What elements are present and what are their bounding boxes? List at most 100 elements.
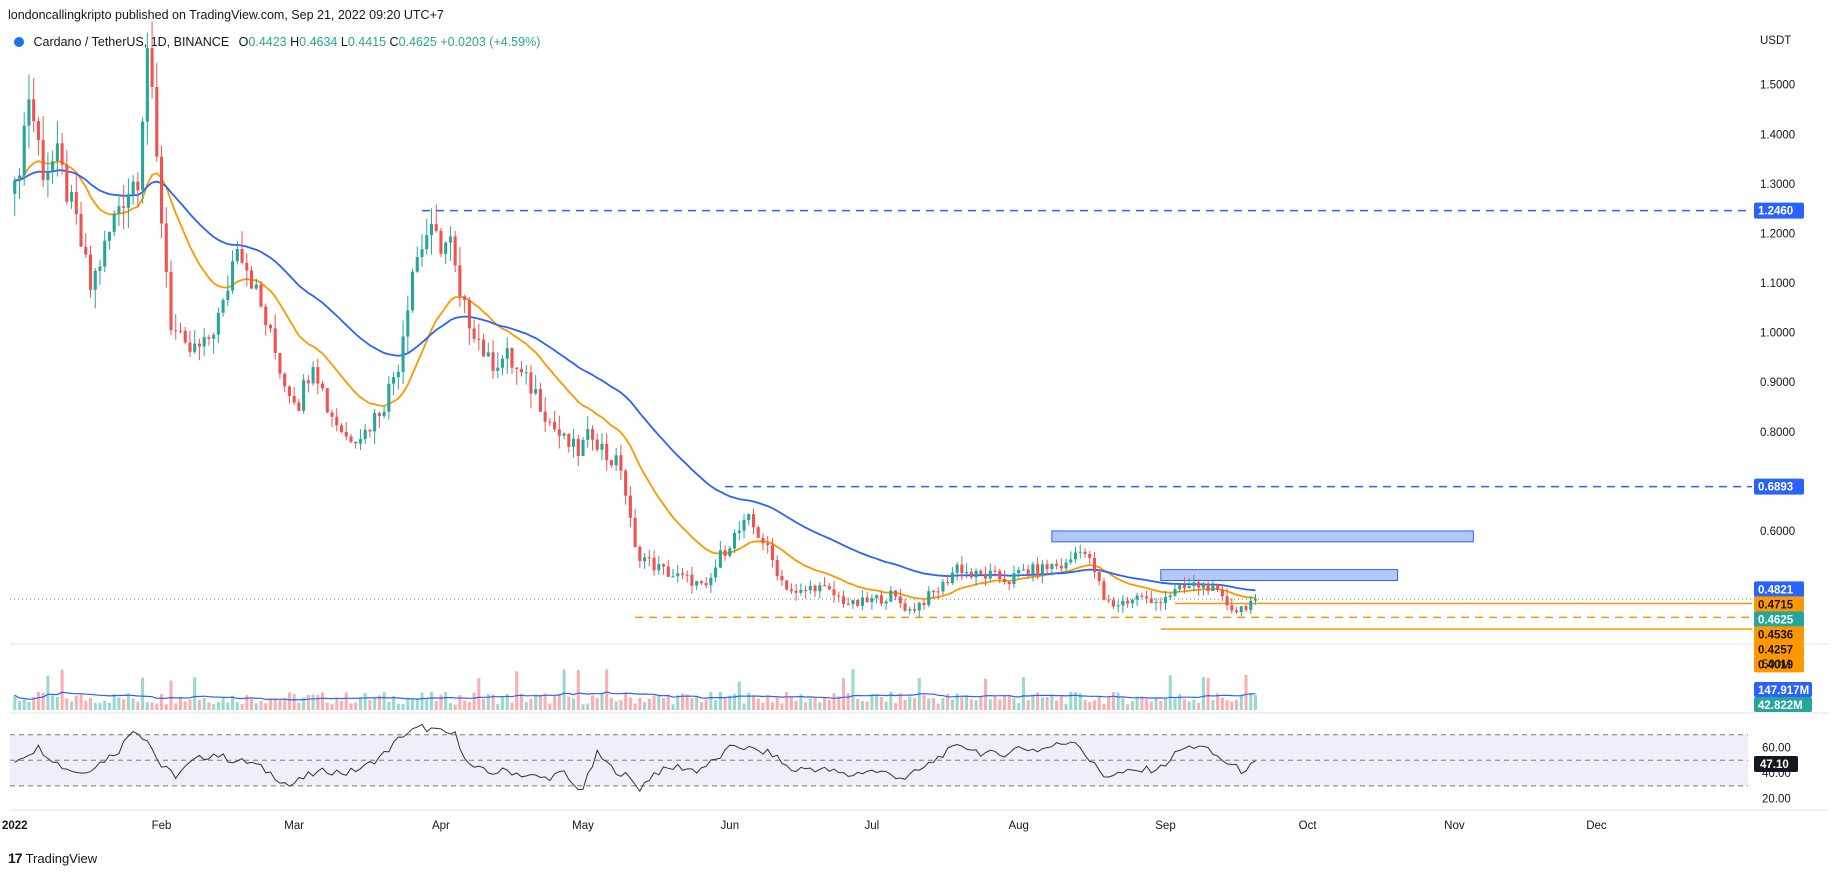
volume-bar: [870, 694, 874, 710]
candle-body: [865, 597, 869, 602]
candle-body: [979, 570, 983, 574]
volume-bar: [254, 703, 258, 710]
candle-body: [297, 402, 301, 411]
volume-bar: [188, 699, 192, 710]
volume-bar: [894, 703, 898, 710]
volume-bar: [164, 704, 168, 710]
candle-body: [463, 296, 467, 301]
volume-bar: [477, 678, 481, 710]
close-label: C: [389, 35, 399, 49]
volume-bar: [671, 704, 675, 710]
candle-body: [1135, 595, 1139, 600]
candle-body: [860, 597, 864, 606]
volume-bar: [609, 697, 613, 710]
candle-body: [141, 121, 145, 191]
volume-bar: [747, 692, 751, 710]
candle-body: [160, 156, 164, 224]
candle-body: [183, 330, 187, 343]
volume-bar: [619, 700, 623, 710]
candle-body: [1220, 589, 1224, 597]
volume-bar: [1097, 696, 1101, 710]
candle-body: [107, 231, 111, 241]
open-label: O: [238, 35, 249, 49]
volume-bar: [406, 698, 410, 710]
candle-body: [354, 441, 358, 444]
candle-body: [415, 257, 419, 272]
candle-body: [212, 334, 216, 339]
candle-body: [93, 270, 97, 290]
candle-body: [766, 543, 770, 546]
volume-bar: [581, 704, 585, 710]
candle-body: [671, 576, 675, 578]
candle-body: [572, 438, 576, 447]
candle-body: [1078, 551, 1082, 553]
price-tag-label: 0.4019: [1758, 659, 1793, 671]
candle-body: [46, 171, 50, 181]
candle-body: [576, 438, 580, 456]
candle-body: [557, 429, 561, 436]
candle-body: [17, 175, 22, 181]
candle-body: [240, 248, 244, 263]
candle-body: [283, 373, 287, 387]
x-tick-label: Apr: [432, 820, 450, 832]
volume-bar: [633, 703, 637, 710]
volume-bar: [458, 695, 462, 710]
candle-body: [1178, 585, 1182, 590]
symbol-name[interactable]: Cardano / TetherUS, 1D, BINANCE: [33, 35, 230, 49]
volume-bar: [264, 703, 268, 710]
candle-body: [439, 230, 443, 254]
volume-bar: [766, 696, 770, 710]
volume-bar: [799, 694, 803, 710]
candle-body: [1154, 602, 1158, 604]
candle-body: [600, 443, 604, 450]
candle-body: [1206, 583, 1210, 592]
candle-body: [491, 352, 495, 371]
candle-body: [136, 181, 140, 191]
volume-bar: [695, 696, 699, 710]
candle-body: [32, 99, 36, 122]
candle-body: [799, 590, 803, 593]
candle-body: [510, 348, 514, 368]
candle-body: [643, 557, 647, 562]
volume-bar: [103, 700, 107, 710]
candle-body: [1059, 565, 1063, 569]
candle-body: [742, 520, 746, 531]
candle-body: [188, 342, 192, 352]
resistance-zone: [1051, 530, 1474, 543]
volume-bar: [1026, 700, 1030, 710]
volume-bar: [306, 695, 310, 710]
candle-body: [984, 573, 988, 579]
candle-body: [79, 214, 83, 247]
x-tick-label: Aug: [1008, 820, 1028, 832]
volume-bar: [988, 699, 992, 710]
price-tag: [1754, 611, 1804, 628]
candle-body: [1092, 557, 1097, 572]
volume-bar: [84, 700, 88, 710]
candle-body: [1230, 605, 1234, 611]
y-tick-label: 0.8000: [1760, 427, 1795, 439]
volume-bar: [387, 701, 391, 710]
volume-bar: [268, 699, 273, 710]
candle-body: [1111, 600, 1115, 607]
volume-bar: [1116, 692, 1120, 710]
rsi-tag-label: 47.10: [1760, 759, 1789, 771]
volume-bar: [482, 698, 486, 710]
candle-body: [500, 358, 505, 368]
volume-bar: [491, 694, 495, 710]
ohlc-values: O0.4423 H0.4634 L0.4415 C0.4625 +0.0203 …: [239, 35, 541, 49]
volume-bar: [448, 703, 452, 710]
volume-bar: [1187, 701, 1191, 710]
volume-bar: [434, 701, 438, 710]
volume-bar: [742, 703, 746, 710]
candle-body: [1126, 600, 1130, 604]
candle-body: [202, 337, 206, 347]
volume-bar: [562, 669, 566, 710]
candle-body: [846, 603, 850, 605]
candle-body: [875, 595, 879, 599]
price-tag-label: 0.4536: [1758, 629, 1793, 641]
volume-bar: [22, 699, 26, 710]
candle-body: [84, 246, 88, 255]
candle-body: [1002, 578, 1007, 583]
volume-bar: [17, 700, 22, 710]
